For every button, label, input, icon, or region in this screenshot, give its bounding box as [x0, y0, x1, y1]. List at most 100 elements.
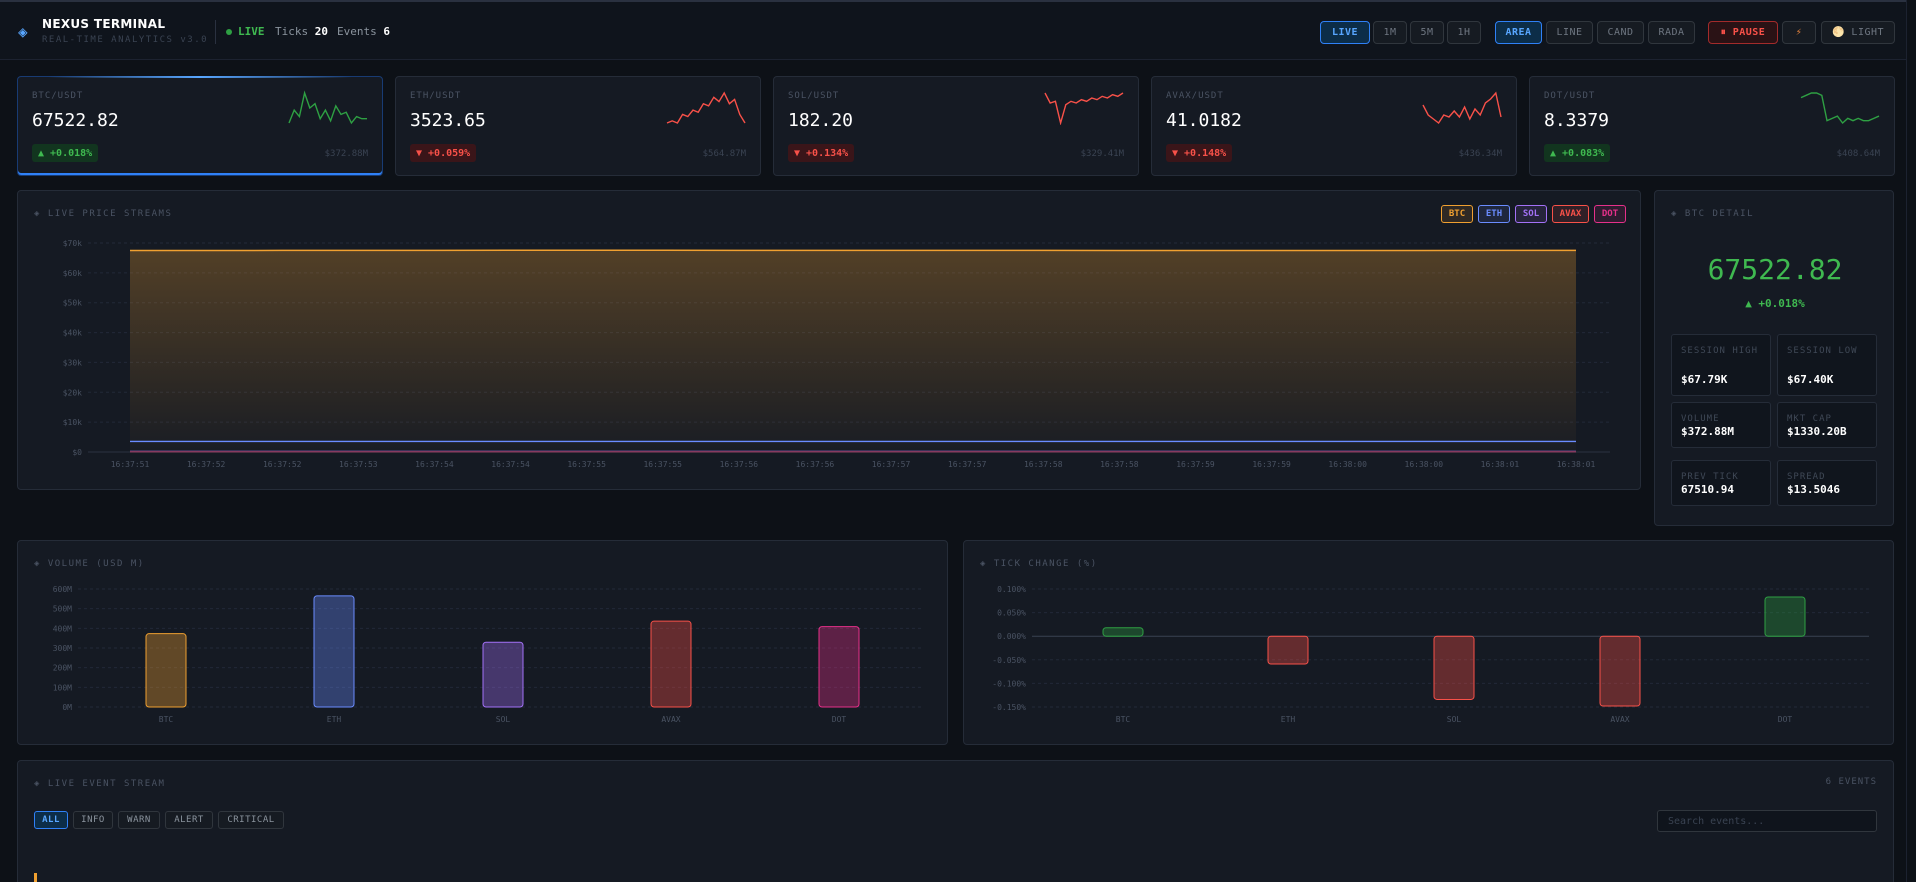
- ticker-change-badge: ▲ +0.018%: [32, 144, 99, 162]
- tick-change-bar-sol: [1433, 635, 1475, 700]
- stat-label: MKT CAP: [1787, 414, 1832, 424]
- stat-volume: VOLUME $372.88M: [1671, 402, 1771, 448]
- range-button-live[interactable]: LIVE: [1320, 21, 1370, 44]
- x-tick-label: ETH: [1281, 715, 1296, 724]
- x-tick-label: SOL: [496, 715, 511, 724]
- x-tick-label: 16:37:55: [643, 460, 682, 469]
- y-tick-label: $30k: [63, 358, 82, 367]
- x-tick-label: 16:38:00: [1405, 460, 1444, 469]
- page-scrollbar[interactable]: [1906, 0, 1916, 882]
- ticker-card-btc[interactable]: BTC/USDT 67522.82 ▲ +0.018% $372.88M: [17, 76, 383, 176]
- view-button-area[interactable]: AREA: [1495, 21, 1542, 44]
- event-row-marker: [34, 873, 37, 882]
- filter-warn[interactable]: WARN: [118, 811, 160, 829]
- x-tick-label: 16:37:57: [948, 460, 987, 469]
- tick-change-title: ◈ TICK CHANGE (%): [980, 559, 1098, 569]
- x-tick-label: 16:37:51: [111, 460, 150, 469]
- sparkline-path: [1044, 92, 1124, 125]
- stat-spread: SPREAD $13.5046: [1777, 460, 1877, 506]
- y-tick-label: $70k: [63, 239, 82, 248]
- y-tick-label: 0M: [62, 703, 72, 712]
- y-tick-label: 400M: [53, 624, 72, 633]
- ticker-card-sol[interactable]: SOL/USDT 182.20 ▼ +0.134% $329.41M: [773, 76, 1139, 176]
- filter-critical[interactable]: CRITICAL: [218, 811, 284, 829]
- ticker-card-dot[interactable]: DOT/USDT 8.3379 ▲ +0.083% $408.64M: [1529, 76, 1895, 176]
- detail-title: ◈ BTC DETAIL: [1671, 209, 1755, 219]
- stat-label: SESSION LOW: [1787, 346, 1858, 356]
- ticker-sparkline: [1800, 92, 1880, 125]
- x-tick-label: AVAX: [1610, 715, 1629, 724]
- ticks-value: 20: [314, 25, 328, 38]
- ticker-sparkline: [288, 90, 367, 125]
- x-tick-label: 16:37:58: [1024, 460, 1063, 469]
- ticker-card-eth[interactable]: ETH/USDT 3523.65 ▼ +0.059% $564.87M: [395, 76, 761, 176]
- bolt-button[interactable]: ⚡: [1782, 21, 1816, 44]
- sparkline-path: [1422, 91, 1502, 125]
- ticker-symbol: ETH/USDT: [410, 91, 462, 101]
- view-button-candle[interactable]: CAND: [1597, 21, 1644, 44]
- x-tick-label: 16:38:00: [1328, 460, 1367, 469]
- legend-dot[interactable]: DOT: [1594, 205, 1626, 223]
- legend-eth[interactable]: ETH: [1478, 205, 1510, 223]
- view-button-radar[interactable]: RADA: [1648, 21, 1695, 44]
- range-button-5m[interactable]: 5M: [1410, 21, 1444, 44]
- divider: [215, 20, 216, 44]
- legend-btc[interactable]: BTC: [1441, 205, 1473, 223]
- y-tick-label: 600M: [53, 585, 72, 594]
- tick-change-bar-btc: [1102, 627, 1144, 637]
- ticker-price: 8.3379: [1544, 110, 1610, 131]
- price-streams-panel: ◈ LIVE PRICE STREAMS BTC ETH SOL AVAX DOT $0…: [17, 190, 1641, 490]
- ticker-symbol: DOT/USDT: [1544, 91, 1596, 101]
- y-tick-label: $40k: [63, 329, 82, 338]
- x-tick-label: 16:37:56: [796, 460, 835, 469]
- x-tick-label: DOT: [832, 715, 847, 724]
- volume-bar-btc: [145, 633, 187, 708]
- stat-value: $67.79K: [1681, 373, 1728, 386]
- ticker-sparkline: [1422, 91, 1502, 125]
- price-streams-title: ◈ LIVE PRICE STREAMS: [34, 209, 173, 219]
- ticker-price: 3523.65: [410, 110, 486, 131]
- view-button-line[interactable]: LINE: [1546, 21, 1593, 44]
- x-tick-label: 16:37:59: [1252, 460, 1291, 469]
- x-tick-label: 16:37:54: [415, 460, 454, 469]
- y-tick-label: 0.100%: [997, 585, 1026, 594]
- theme-toggle-button[interactable]: 🌕 LIGHT: [1821, 21, 1895, 44]
- filter-info[interactable]: INFO: [73, 811, 113, 829]
- series-area-btc: [130, 250, 1576, 452]
- x-tick-label: DOT: [1778, 715, 1793, 724]
- events-counter: Events 6: [337, 25, 390, 38]
- event-search-input[interactable]: [1657, 810, 1877, 832]
- ticker-price: 182.20: [788, 110, 854, 131]
- filter-alert[interactable]: ALERT: [165, 811, 213, 829]
- detail-panel: ◈ BTC DETAIL 67522.82 ▲ +0.018% SESSION …: [1654, 190, 1894, 526]
- x-tick-label: BTC: [159, 715, 174, 724]
- ticker-card-avax[interactable]: AVAX/USDT 41.0182 ▼ +0.148% $436.34M: [1151, 76, 1517, 176]
- x-tick-label: 16:38:01: [1557, 460, 1596, 469]
- sparkline-path: [666, 91, 746, 124]
- ticker-change-badge: ▼ +0.134%: [788, 144, 855, 162]
- ticker-volume: $408.64M: [1836, 149, 1880, 159]
- filter-all[interactable]: ALL: [34, 811, 68, 829]
- y-tick-label: -0.050%: [992, 656, 1026, 665]
- x-tick-label: 16:38:01: [1481, 460, 1520, 469]
- y-tick-label: 100M: [53, 683, 72, 692]
- x-tick-label: 16:37:56: [720, 460, 759, 469]
- detail-price: 67522.82: [1707, 253, 1843, 286]
- tick-change-chart: 0.100% 0.050% 0.000% -0.050% -0.100% -0.150% B…: [992, 585, 1869, 724]
- x-tick-label: 16:37:52: [263, 460, 302, 469]
- legend-sol[interactable]: SOL: [1515, 205, 1547, 223]
- volume-chart: 0M 100M 200M 300M 400M 500M 600M BTC ETH SOL AVAX D…: [53, 585, 923, 724]
- range-button-1h[interactable]: 1H: [1447, 21, 1481, 44]
- ticker-price: 67522.82: [32, 110, 119, 131]
- brand-subtitle: REAL-TIME ANALYTICS v3.0: [42, 35, 209, 45]
- x-tick-label: 16:37:55: [567, 460, 606, 469]
- sparkline-path: [1800, 92, 1880, 125]
- stat-value: 67510.94: [1681, 483, 1734, 496]
- pause-button[interactable]: ⏸ PAUSE: [1708, 21, 1778, 44]
- diamond-logo-icon: ◈: [18, 22, 28, 41]
- ticker-price: 41.0182: [1166, 110, 1242, 131]
- range-button-1m[interactable]: 1M: [1373, 21, 1407, 44]
- x-tick-label: 16:37:53: [339, 460, 378, 469]
- legend-avax[interactable]: AVAX: [1552, 205, 1589, 223]
- x-tick-label: BTC: [1116, 715, 1131, 724]
